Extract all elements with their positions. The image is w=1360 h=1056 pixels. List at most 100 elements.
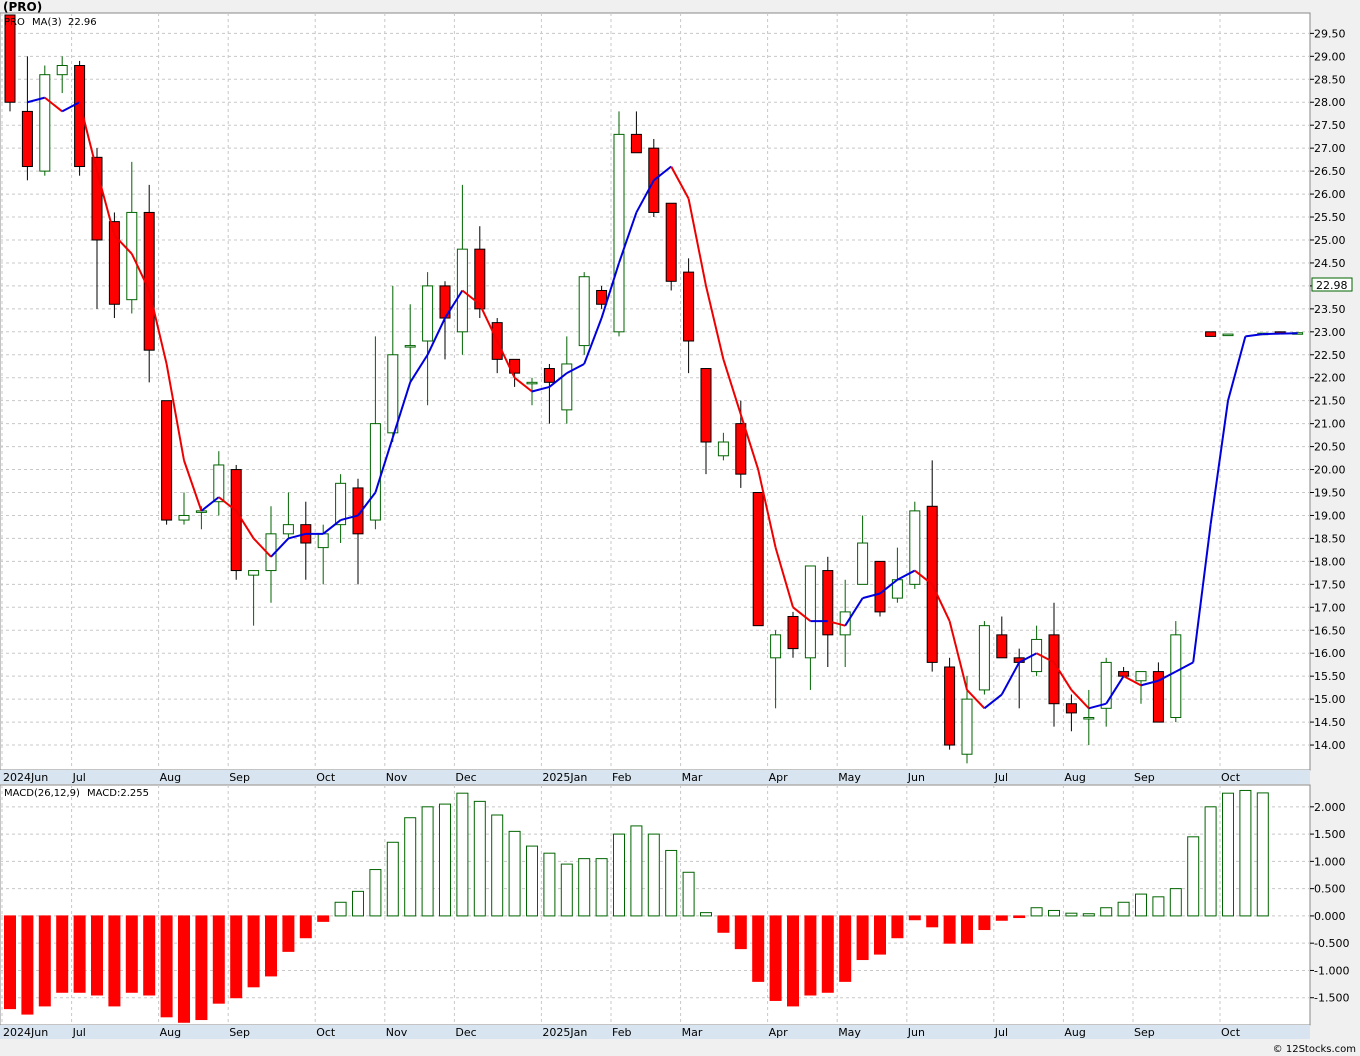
- macd-y-tick-label: 2.000: [1314, 801, 1346, 814]
- candle: [1205, 331, 1217, 337]
- candle: [787, 611, 799, 658]
- price-y-tick-label: 23.00: [1314, 326, 1346, 339]
- macd-bar: [473, 800, 486, 917]
- ma-segment: [531, 385, 550, 393]
- price-y-tick-label: 22.00: [1314, 372, 1346, 385]
- price-x-tick-label: Oct: [1221, 771, 1241, 784]
- price-y-tick-label: 26.00: [1314, 188, 1346, 201]
- price-x-tick-label: Mar: [682, 771, 703, 784]
- candle: [770, 630, 782, 709]
- candle: [178, 492, 190, 525]
- macd-bar: [891, 915, 904, 939]
- macd-x-axis-labels: 2024Jun Jul Aug Sep Oct Nov Dec 2025Jan Feb Mar Ap…: [3, 1026, 1241, 1039]
- ma-segment: [496, 340, 516, 379]
- ma-segment: [583, 317, 603, 365]
- ma-segment: [61, 101, 81, 113]
- candle: [56, 56, 68, 94]
- macd-bar: [1117, 901, 1130, 917]
- macd-legend-value: MACD:2.255: [87, 788, 149, 799]
- candle: [613, 111, 625, 337]
- macd-y-tick-label: -1.500: [1314, 992, 1349, 1005]
- price-y-tick-label: 16.50: [1314, 624, 1346, 637]
- candle: [422, 272, 434, 406]
- macd-y-tick-label: 1.000: [1314, 855, 1346, 868]
- candle: [683, 258, 695, 374]
- ma-segment: [827, 620, 846, 627]
- macd-bar: [160, 915, 173, 1018]
- ma-segment: [1070, 689, 1090, 709]
- macd-x-tick-label: Jul: [72, 1026, 86, 1039]
- ma-segment: [130, 253, 151, 291]
- macd-y-tick-label: 0.500: [1314, 883, 1346, 896]
- candle: [578, 272, 590, 355]
- macd-bar: [1222, 792, 1234, 917]
- price-y-tick-label: 14.00: [1314, 739, 1346, 752]
- price-y-tick-label: 17.50: [1314, 578, 1346, 591]
- macd-bar: [1169, 888, 1182, 917]
- macd-bar: [247, 915, 260, 988]
- ma-segment: [1209, 400, 1229, 525]
- candle: [909, 501, 921, 589]
- ma-segment: [948, 620, 968, 691]
- price-y-tick-label: 22.50: [1314, 349, 1346, 362]
- ma-segment: [288, 532, 307, 540]
- ma-segment: [426, 317, 446, 356]
- macd-bar: [439, 803, 451, 917]
- ma-segment: [252, 537, 272, 558]
- price-y-tick-label: 29.50: [1314, 27, 1346, 40]
- macd-y-tick-label: 1.500: [1314, 828, 1346, 841]
- legend-ma-label: MA(3): [32, 17, 62, 28]
- macd-bar: [456, 792, 469, 917]
- ma-segment: [374, 437, 394, 493]
- macd-histogram: [4, 789, 1269, 1023]
- price-x-tick-label: Sep: [1134, 771, 1155, 784]
- price-y-tick-label: 16.00: [1314, 647, 1346, 660]
- candle: [335, 474, 347, 544]
- macd-x-tick-label: 2025Jan: [542, 1026, 587, 1039]
- macd-x-tick-label: Nov: [386, 1026, 408, 1039]
- price-y-tick-label: 20.00: [1314, 464, 1346, 477]
- macd-bar: [491, 814, 504, 917]
- macd-x-tick-label: Aug: [1064, 1026, 1085, 1039]
- candle: [369, 336, 381, 530]
- macd-bar: [386, 841, 399, 917]
- ma-segment: [566, 363, 585, 375]
- ma-segment: [148, 290, 168, 365]
- macd-bar: [334, 901, 347, 917]
- macd-x-tick-label: Mar: [682, 1026, 703, 1039]
- macd-y-tick-label: -1.000: [1314, 964, 1349, 977]
- macd-x-tick-label: Jun: [907, 1026, 925, 1039]
- price-x-tick-label: 2025Jan: [542, 771, 587, 784]
- ma-segment: [1105, 675, 1125, 705]
- ma-segment: [1123, 675, 1142, 687]
- macd-bar: [526, 845, 538, 917]
- macd-bar: [1256, 792, 1269, 917]
- candle: [717, 432, 729, 461]
- macd-bar: [21, 915, 34, 1015]
- ma-segment: [722, 359, 742, 415]
- macd-bar: [578, 858, 591, 917]
- macd-x-tick-label: May: [838, 1026, 861, 1039]
- candle: [474, 226, 486, 319]
- macd-bar: [212, 915, 225, 1004]
- macd-bar: [352, 890, 364, 917]
- macd-bar: [543, 852, 556, 917]
- macd-bar: [56, 915, 69, 993]
- macd-x-tick-label: Sep: [229, 1026, 250, 1039]
- candlestick-series: [4, 14, 1304, 764]
- price-y-tick-label: 23.50: [1314, 303, 1346, 316]
- ma-segment: [862, 592, 881, 600]
- macd-bar: [195, 915, 208, 1021]
- candle: [822, 556, 834, 667]
- price-y-tick-label: 17.00: [1314, 601, 1346, 614]
- price-y-tick-label: 28.00: [1314, 96, 1346, 109]
- price-x-axis-labels: 2024Jun Jul Aug Sep Oct Nov Dec 2025Jan Feb Mar Ap…: [3, 771, 1241, 784]
- macd-bar: [38, 915, 51, 1007]
- price-x-tick-label: Nov: [386, 771, 408, 784]
- macd-bar: [560, 863, 573, 917]
- macd-bar: [1100, 907, 1113, 917]
- candle: [1065, 694, 1077, 732]
- price-y-tick-label: 21.50: [1314, 395, 1346, 408]
- price-x-tick-label: Aug: [160, 771, 181, 784]
- price-y-tick-label: 29.00: [1314, 50, 1346, 63]
